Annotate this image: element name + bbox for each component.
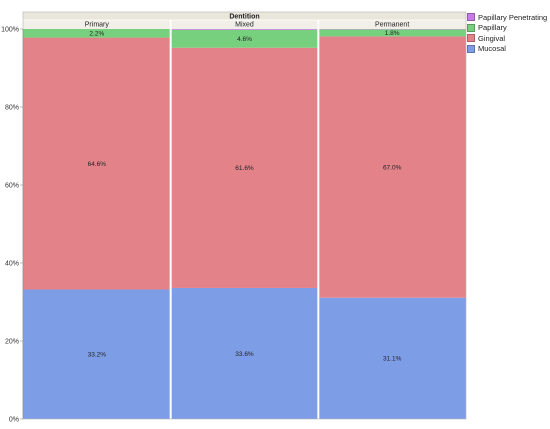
segment-label: 1.8%: [385, 30, 400, 37]
segment: [23, 29, 171, 38]
segment: [318, 297, 466, 419]
segment-label: 2.2%: [89, 31, 104, 38]
legend: Papillary Penetrating Papillary Gingival Mu…: [467, 12, 550, 54]
segment-label: 33.6%: [235, 351, 254, 358]
y-tick-label: 80%: [5, 104, 19, 111]
title-band: [23, 12, 466, 20]
segment-label: 33.2%: [88, 352, 107, 359]
segment-label: 4.6%: [237, 36, 252, 43]
segment: [170, 47, 319, 288]
segment: [170, 287, 319, 419]
segment: [23, 289, 171, 419]
legend-swatch: [467, 23, 475, 32]
segment-label: 61.6%: [235, 165, 254, 172]
legend-item: Mucosal: [467, 44, 550, 55]
segment-label: 31.1%: [383, 356, 402, 363]
legend-swatch: [467, 13, 475, 22]
column-header: Mixed: [235, 22, 254, 29]
legend-item: Papillary: [467, 23, 550, 34]
header-band: [23, 20, 466, 29]
legend-label: Papillary: [478, 23, 507, 33]
legend-swatch: [467, 34, 475, 43]
segment: [170, 29, 319, 30]
y-tick-label: 100%: [1, 26, 19, 33]
legend-label: Papillary Penetrating: [478, 12, 548, 22]
segment: [318, 29, 466, 37]
legend-item: Papillary Penetrating: [467, 12, 550, 23]
legend-item: Gingival: [467, 33, 550, 44]
segment-label: 67.0%: [383, 164, 402, 171]
segment-label: 64.6%: [88, 161, 107, 168]
column-header: Permanent: [375, 22, 409, 29]
legend-label: Mucosal: [478, 44, 506, 54]
legend-swatch: [467, 44, 475, 53]
y-tick-label: 0%: [9, 416, 19, 423]
y-tick-label: 40%: [5, 260, 19, 267]
segment: [170, 29, 319, 48]
chart-title: Dentition: [229, 13, 259, 20]
segment: [23, 37, 171, 290]
legend-label: Gingival: [478, 33, 506, 43]
segment: [318, 36, 466, 298]
column-header: Primary: [85, 22, 110, 29]
y-tick-label: 20%: [5, 338, 19, 345]
y-tick-label: 60%: [5, 182, 19, 189]
